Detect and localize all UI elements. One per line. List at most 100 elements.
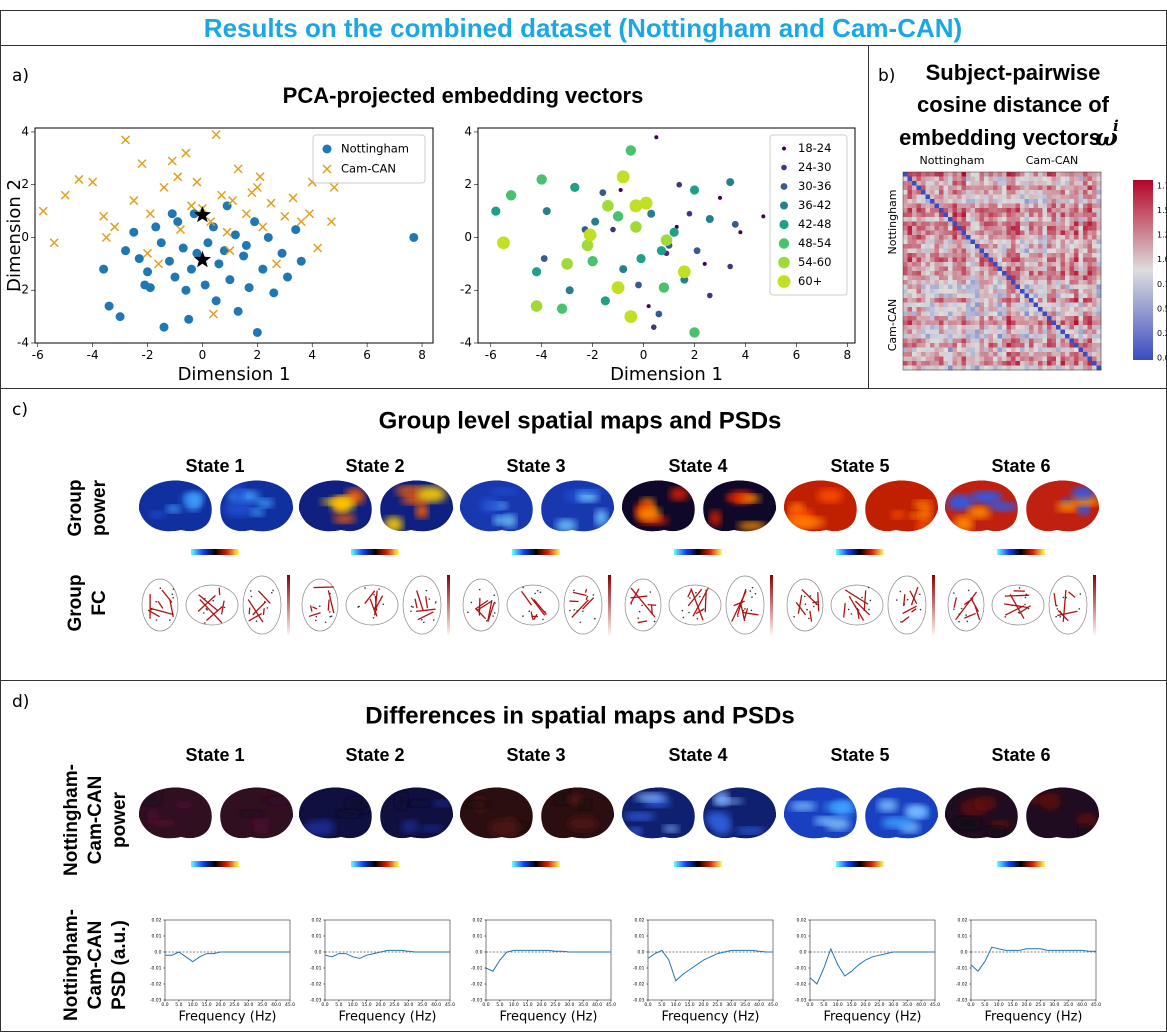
heatmap-cell [1051,257,1057,263]
heatmap-cell [916,190,922,195]
brain-activation [305,819,330,836]
heatmap-cell [1087,334,1093,339]
heatmap-cell [1092,343,1097,348]
heatmap-cell [1047,356,1052,362]
x-tick-label: 35.0 [417,1002,427,1008]
heatmap-cell [912,343,917,348]
heatmap-cell [1092,356,1097,362]
heatmap-cell [1083,203,1088,209]
math-symbol: ω [1095,123,1118,152]
heatmap-cell [1065,361,1070,366]
brain [380,480,454,532]
colorbar [608,575,611,635]
heatmap-cell [1083,190,1088,195]
brain-activation [918,506,933,521]
scatter-point [167,156,177,166]
heatmap-cell [1038,338,1043,344]
glass-node [960,607,963,610]
heatmap-cell [1042,302,1048,308]
x-tick-label: 0.0 [967,1002,974,1008]
heatmap-cell [912,244,917,249]
heatmap-cell [1038,307,1043,312]
heatmap-cell [1087,226,1093,231]
scatter-point [646,304,651,309]
heatmap-cell [948,181,953,186]
heatmap-cell [1056,185,1061,191]
legend-marker [782,146,786,151]
heatmap-cell [916,284,922,290]
heatmap-cell [1042,343,1048,348]
heatmap-cell [1078,176,1084,182]
heatmap-cell [1074,230,1079,236]
glass-node [373,593,375,596]
heatmap-cell [916,217,922,222]
heatmap-cell [1056,302,1061,308]
heatmap-cell [1020,230,1025,236]
heatmap-cell [1074,212,1079,218]
brain-activation [954,816,982,831]
glass-edge [809,610,813,622]
heatmap-cell [1047,208,1052,213]
heatmap-cell [930,356,935,362]
heatmap-cell [1065,275,1070,281]
scatter-point [531,267,542,277]
brain-activation [332,514,356,524]
heatmap-cell [1020,356,1025,362]
scatter-point [225,246,235,256]
heatmap-cell [1060,253,1066,258]
heatmap-cell [1002,203,1007,209]
heatmap-cell [930,257,935,263]
heatmap-cell [988,343,994,348]
heatmap-cell [1047,248,1052,254]
heatmap-cell [1074,248,1079,254]
heatmap-cell [943,230,949,236]
heatmap-cell [903,347,908,353]
heatmap-cell [1033,320,1039,326]
x-tick-label: 40.0 [916,1002,926,1008]
heatmap-cell [1096,226,1102,231]
glass-node [1024,603,1026,606]
heatmap-cell [979,253,985,258]
heatmap-cell [1078,235,1084,240]
heatmap-cell [939,253,944,258]
heatmap-cell [1078,199,1084,204]
heatmap-cell [1002,190,1007,195]
heatmap-cell [903,262,908,267]
heatmap-cell [1015,289,1021,294]
heatmap-cell [1011,343,1016,348]
heatmap-cell [1006,334,1012,339]
heatmap-cell [1033,172,1039,177]
heatmap-cell [970,257,976,263]
scatter-point [186,264,196,274]
heatmap-cell [957,235,962,240]
heatmap-cell [975,181,980,186]
heatmap-cell [1083,347,1088,353]
glass-node [522,615,524,617]
heatmap-cell [1011,302,1016,308]
heatmap-cell [1002,244,1007,249]
heatmap-cell [934,185,940,191]
heatmap-cell [939,325,944,330]
scatter-point [173,217,183,227]
glass-edge [477,600,492,611]
heatmap-cell [997,208,1003,213]
heatmap-cell [925,185,931,191]
scatter-point [192,177,202,187]
glass-edge [630,587,656,618]
heatmap-cell [975,284,980,290]
glass-node [919,608,922,611]
glass-edge [313,586,334,589]
heatmap-cell [1042,248,1048,254]
heatmap-cell [1087,185,1093,191]
heatmap-cell [979,347,985,353]
y-tick-label: 0.02 [472,918,482,924]
heatmap-cell [1020,280,1025,285]
heatmap-cell [1060,302,1066,308]
heatmap-cell [1069,226,1075,231]
heatmap-cell [907,293,913,299]
heatmap-cell [1096,280,1102,285]
heatmap-cell [907,298,913,303]
heatmap-cell [1002,316,1007,321]
heatmap-cell [925,253,931,258]
heatmap-cell [925,266,931,272]
